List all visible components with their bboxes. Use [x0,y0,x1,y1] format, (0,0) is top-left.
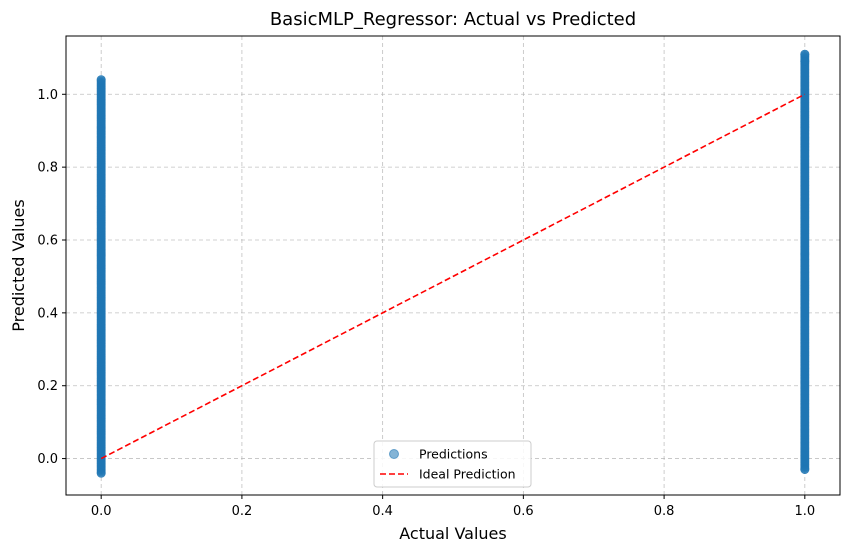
x-tick-label: 0.0 [91,504,112,519]
x-tick-label: 0.4 [372,504,393,519]
grid [66,36,840,495]
y-tick-label: 0.8 [37,161,58,176]
x-tick-label: 0.2 [232,504,253,519]
y-tick-label: 0.4 [37,306,58,321]
chart-title: BasicMLP_Regressor: Actual vs Predicted [270,9,636,30]
ideal-prediction-line [100,93,806,460]
plot-frame [65,35,841,496]
legend-marker-predictions [389,449,399,459]
data-layer [96,49,810,478]
ticks: 0.0 0.2 0.4 0.6 0.8 1.0 0.0 0.2 0.4 0.6 0.8 1.0 [37,88,815,519]
y-tick-label: 0.0 [37,452,58,467]
scatter-point [800,464,810,474]
y-tick-label: 0.6 [37,234,58,249]
legend-label-predictions: Predictions [419,447,488,462]
x-axis-title: Actual Values [399,524,506,543]
legend-label-ideal-prediction: Ideal Prediction [419,467,516,482]
scatter-point [800,56,810,66]
scatter-point [96,75,106,85]
y-tick-label: 1.0 [37,88,58,103]
legend: Predictions Ideal Prediction [373,440,532,488]
x-tick-label: 0.6 [513,504,534,519]
legend-box [373,440,532,488]
y-axis-title: Predicted Values [9,199,28,331]
y-tick-label: 0.2 [37,379,58,394]
ideal-line-layer [100,93,806,460]
scatter-point [96,468,106,478]
x-tick-label: 0.8 [654,504,675,519]
x-tick-label: 1.0 [794,504,815,519]
